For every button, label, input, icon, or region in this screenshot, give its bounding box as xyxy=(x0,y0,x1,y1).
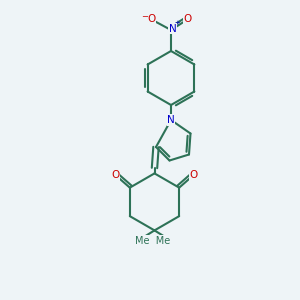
Text: +: + xyxy=(175,20,181,26)
Text: O: O xyxy=(190,170,198,180)
Text: −: − xyxy=(141,12,148,21)
Text: N: N xyxy=(169,23,176,34)
Text: N: N xyxy=(167,115,175,125)
Text: O: O xyxy=(147,14,156,25)
Text: Me  Me: Me Me xyxy=(135,236,171,246)
Text: O: O xyxy=(111,170,119,180)
Text: O: O xyxy=(183,14,192,25)
